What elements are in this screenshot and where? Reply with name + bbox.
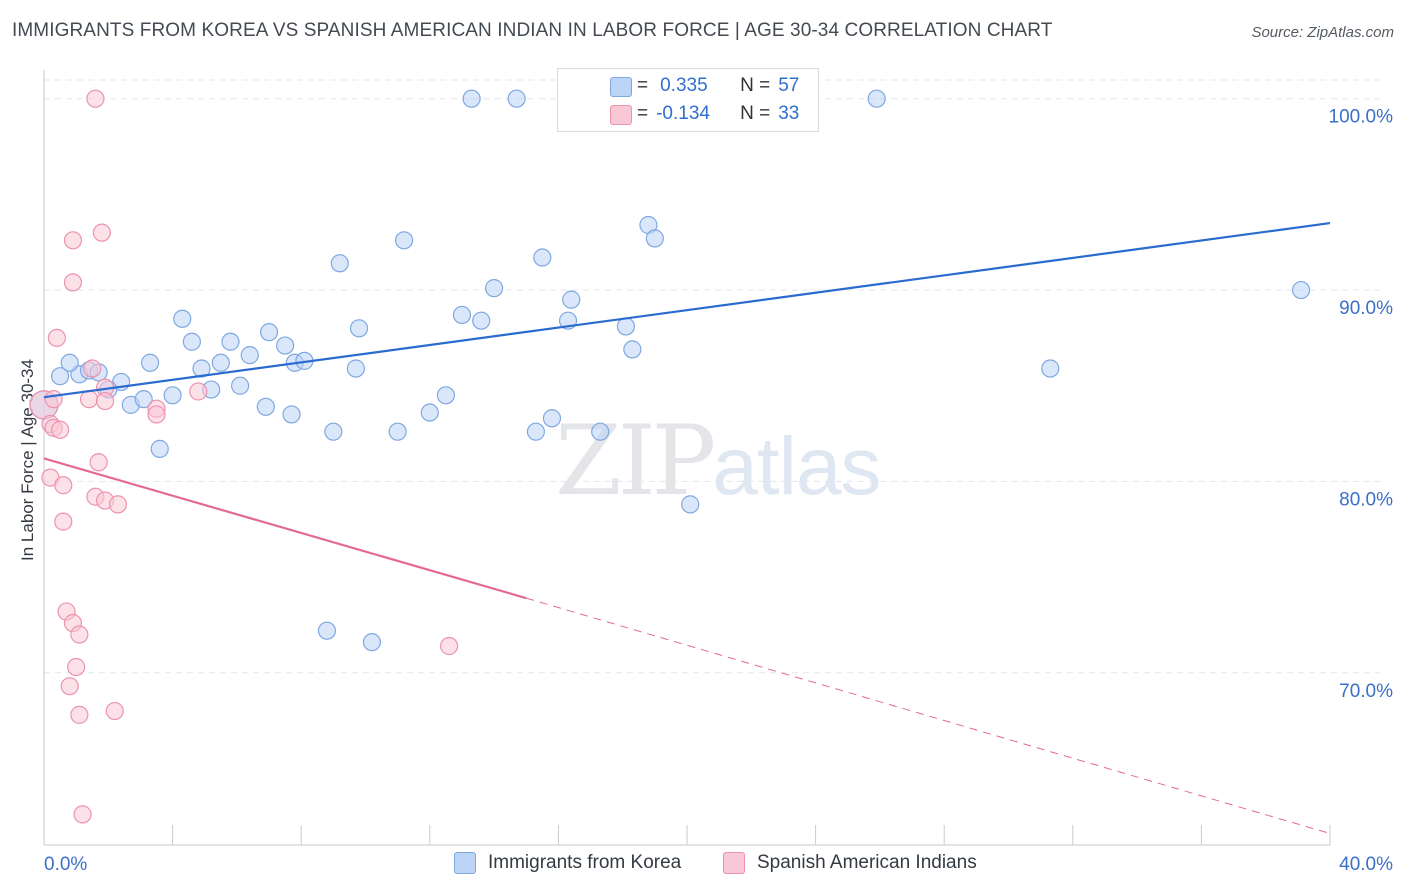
korea-r-value: 0.335: [660, 75, 708, 96]
korea-point: [192, 359, 211, 378]
spanish-trendline-extension: [526, 597, 1331, 834]
korea-point: [388, 422, 407, 441]
spanish-point: [50, 420, 70, 439]
spanish-point: [86, 89, 105, 108]
y-tick-label: 90.0%: [1339, 298, 1393, 319]
korea-n-value: 57: [778, 75, 800, 96]
korea-point: [182, 332, 201, 351]
spanish-n-value: 33: [778, 103, 800, 124]
korea-point: [507, 89, 526, 108]
spanish-point: [79, 390, 99, 409]
spanish-point: [70, 625, 89, 644]
series-legend: Immigrants from Korea Spanish American I…: [0, 852, 1406, 878]
spanish-point: [89, 453, 108, 472]
korea-point: [472, 311, 491, 330]
y-tick-label: 100.0%: [1329, 107, 1394, 128]
source-label: Source: ZipAtlas.com: [1251, 24, 1394, 41]
spanish-point: [73, 805, 92, 824]
legend-spanish-swatch: [723, 852, 745, 874]
spanish-point: [54, 476, 73, 495]
legend-item-korea: Immigrants from Korea: [454, 852, 681, 874]
korea-point: [591, 422, 610, 441]
spanish-point: [108, 495, 128, 514]
y-tick-label: 80.0%: [1339, 489, 1393, 510]
korea-point: [211, 353, 230, 372]
korea-point: [436, 386, 455, 405]
korea-point: [681, 495, 700, 514]
legend-row-spanish: R = -0.134 N = 33: [584, 100, 799, 128]
spanish-point: [67, 657, 86, 677]
korea-point: [526, 422, 545, 441]
korea-point: [1291, 280, 1311, 300]
korea-point: [173, 309, 192, 328]
korea-point: [150, 439, 169, 458]
korea-point: [616, 317, 636, 336]
korea-point: [259, 323, 279, 342]
korea-point: [623, 340, 642, 359]
spanish-point: [92, 223, 111, 242]
legend-row-korea: R = 0.335 N = 57: [584, 72, 799, 100]
spanish-point: [63, 231, 83, 250]
korea-point: [317, 621, 337, 640]
spanish-point: [54, 512, 73, 531]
korea-point: [60, 353, 79, 372]
korea-point: [346, 359, 365, 378]
korea-point: [542, 409, 562, 428]
korea-point: [349, 319, 369, 338]
spanish-trendline: [43, 457, 527, 600]
korea-point: [50, 367, 70, 386]
legend-korea-swatch: [454, 852, 476, 874]
korea-point: [485, 279, 504, 298]
korea-point: [140, 353, 160, 372]
korea-point: [867, 89, 886, 108]
spanish-point: [95, 391, 115, 411]
correlation-legend: R = 0.335 N = 57 R = -0.134 N = 33: [557, 68, 819, 132]
korea-point: [1041, 359, 1060, 378]
korea-point: [452, 305, 472, 325]
korea-point: [330, 254, 349, 273]
legend-item-spanish: Spanish American Indians: [723, 852, 977, 874]
x-tick-label: 0.0%: [44, 854, 87, 875]
korea-point: [362, 633, 382, 652]
spanish-point: [70, 705, 89, 724]
korea-point: [256, 397, 275, 416]
legend-spanish-label: Spanish American Indians: [757, 852, 977, 873]
korea-swatch: [610, 77, 632, 97]
korea-point: [231, 376, 250, 395]
watermark-atlas: atlas: [712, 421, 881, 512]
korea-point: [394, 231, 414, 250]
spanish-point: [147, 405, 166, 424]
korea-point: [533, 248, 552, 267]
spanish-point: [105, 701, 124, 721]
spanish-point: [44, 390, 63, 409]
korea-point: [276, 336, 295, 355]
korea-trendline: [43, 221, 1331, 399]
spanish-r-value: -0.134: [656, 103, 710, 124]
legend-korea-label: Immigrants from Korea: [488, 852, 682, 873]
spanish-swatch: [610, 105, 632, 125]
korea-n-label: N =: [740, 75, 771, 96]
korea-point: [324, 422, 343, 441]
korea-point: [240, 346, 259, 365]
korea-point: [645, 229, 664, 248]
spanish-n-label: N =: [740, 103, 771, 124]
spanish-point: [439, 636, 459, 656]
korea-point: [221, 332, 240, 351]
spanish-point: [60, 677, 79, 696]
spanish-point: [189, 382, 208, 401]
korea-point: [462, 89, 481, 108]
korea-point: [420, 403, 439, 422]
korea-point: [134, 390, 153, 409]
korea-point: [562, 290, 581, 309]
spanish-point: [63, 273, 83, 292]
spanish-point: [83, 359, 102, 378]
chart-title: IMMIGRANTS FROM KOREA VS SPANISH AMERICA…: [12, 20, 1053, 41]
y-tick-label: 70.0%: [1339, 681, 1393, 702]
spanish-point: [47, 328, 66, 348]
korea-point: [282, 405, 301, 424]
korea-point: [163, 386, 182, 405]
x-tick-label: 40.0%: [1339, 854, 1393, 875]
